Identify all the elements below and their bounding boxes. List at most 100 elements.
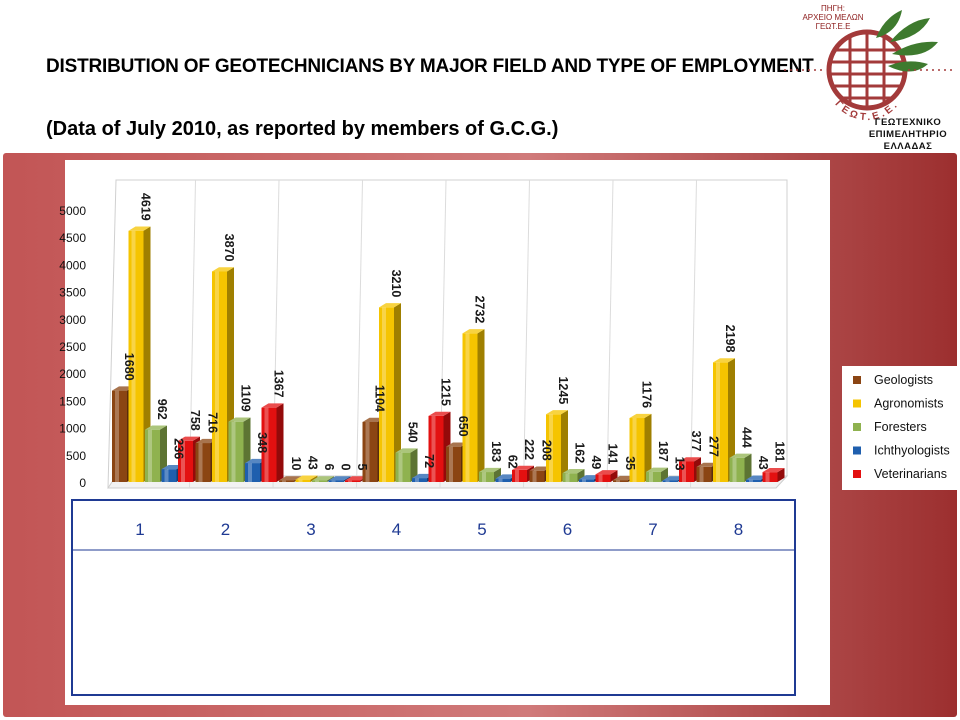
group-divider: [356, 179, 363, 489]
bar-front: [462, 333, 478, 482]
bar-front: [546, 414, 561, 482]
bar-front: [279, 480, 294, 482]
bar-agronomists-4: [379, 303, 401, 482]
bar-agronomists-6: [546, 410, 568, 482]
bar-highlight: [131, 230, 136, 482]
bar-highlight: [682, 461, 686, 482]
bar-front: [562, 473, 578, 482]
bar-front: [245, 463, 260, 482]
data-label: 3210: [389, 270, 403, 298]
employment-bar-chart: 0 500 1000 1500 2000 2500 3000 3500 4000 4500 5000…: [3, 153, 958, 717]
data-label: 10: [289, 457, 303, 471]
bar-top: [345, 476, 367, 481]
bar-front: [112, 390, 127, 482]
category-label-panel: [71, 499, 796, 696]
bar-veterinarians-2: [261, 403, 284, 482]
data-label: 540: [406, 422, 420, 443]
data-label: 72: [422, 454, 436, 468]
bar-highlight: [665, 480, 670, 482]
bar-top: [629, 413, 652, 419]
legend-label: Agronomists: [874, 397, 943, 411]
bar-side: [777, 467, 785, 482]
legend-swatch: [853, 376, 861, 384]
bar-side: [728, 358, 735, 482]
y-tick-label: 500: [66, 449, 86, 463]
bar-veterinarians-8: [762, 467, 785, 482]
bar-highlight: [282, 480, 286, 482]
bar-side: [744, 453, 752, 482]
y-tick-label: 1000: [59, 422, 86, 436]
category-label: 4: [392, 520, 401, 539]
data-label: 49: [589, 455, 603, 469]
data-label: 187: [656, 441, 670, 462]
bar-top: [646, 467, 668, 472]
bar-front: [595, 474, 611, 482]
bar-front: [395, 452, 411, 482]
group-divider: [606, 179, 614, 489]
bar-side: [410, 448, 418, 482]
data-label: 4619: [139, 193, 153, 221]
bar-highlight: [331, 480, 336, 482]
data-label: 3870: [222, 234, 236, 262]
bar-highlight: [749, 479, 753, 482]
bar-side: [477, 329, 485, 482]
bar-front: [379, 307, 394, 482]
y-tick-label: 4500: [59, 231, 86, 245]
bar-highlight: [264, 407, 269, 482]
bar-highlight: [298, 479, 303, 482]
category-label: 3: [306, 520, 315, 539]
category-label: 7: [648, 520, 657, 539]
data-label: 5: [355, 464, 369, 471]
group-divider: [690, 179, 697, 489]
bar-highlight: [215, 271, 219, 482]
data-label: 183: [489, 441, 503, 462]
data-label: 1104: [373, 385, 387, 412]
data-label: 1680: [122, 353, 136, 381]
bar-highlight: [398, 452, 403, 482]
logo-source-line: ΠΗΓΗ:: [821, 4, 845, 13]
data-label: 650: [456, 416, 470, 437]
data-label: 1245: [556, 376, 570, 404]
bar-highlight: [532, 470, 537, 482]
bar-front: [195, 443, 211, 482]
data-label: 13: [673, 457, 687, 471]
bar-top: [261, 403, 284, 408]
bar-top: [145, 425, 167, 430]
logo-source-line: ΓΕΩΤ.Ε.Ε: [815, 22, 851, 31]
bar-top: [595, 470, 618, 475]
bar-highlight: [582, 479, 586, 482]
legend-item: Agronomists: [853, 397, 943, 411]
bar-top: [679, 457, 701, 462]
bar-front: [261, 407, 277, 482]
bar-agronomists-7: [629, 413, 652, 482]
bar-highlight: [348, 480, 352, 482]
bar-front: [412, 478, 427, 482]
bar-highlight: [565, 473, 570, 482]
bar-side: [610, 470, 618, 482]
bar-side: [394, 303, 401, 482]
logo-source-line: ΑΡΧΕΙΟ ΜΕΛΩΝ: [802, 13, 864, 22]
bar-top: [128, 226, 151, 231]
bar-foresters-8: [729, 453, 752, 482]
group-divider: [523, 179, 530, 489]
bar-highlight: [148, 429, 152, 482]
data-label: 0: [339, 464, 353, 471]
bar-front: [613, 480, 628, 482]
legend-item: Geologists: [853, 373, 933, 387]
bar-front: [312, 480, 327, 482]
legend-box: [842, 366, 958, 490]
bar-front: [145, 429, 160, 482]
data-label: 2732: [473, 296, 487, 324]
bar-top: [512, 465, 534, 470]
logo-org-line: ΕΠΙΜΕΛΗΤΗΡΙΟ: [868, 129, 948, 140]
bar-top: [295, 475, 318, 480]
bar-front: [713, 362, 728, 482]
bar-top: [428, 411, 451, 416]
bar-highlight: [465, 333, 470, 482]
bar-top: [328, 476, 351, 481]
bar-foresters-4: [395, 448, 418, 482]
data-label: 716: [206, 412, 220, 433]
data-label: 236: [172, 438, 186, 459]
bar-front: [328, 480, 344, 482]
data-label: 6: [322, 464, 336, 471]
